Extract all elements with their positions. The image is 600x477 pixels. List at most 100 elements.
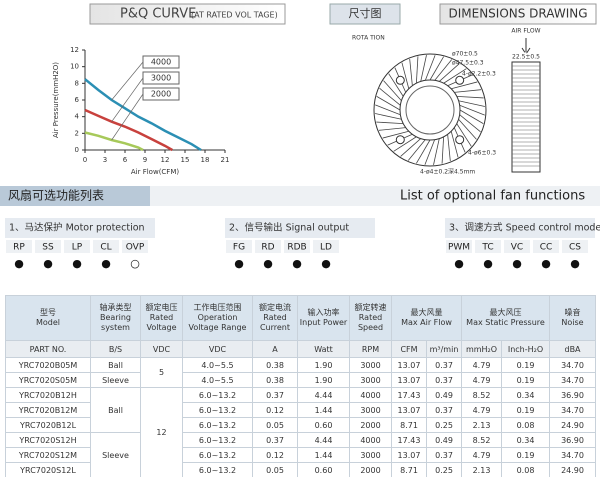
y-tick-label: 8 (75, 79, 79, 87)
header-cell: 工作电压范围 Operation Voltage Range (182, 295, 253, 341)
spec-table: 型号 Model 轴承类型 Bearing system 额定电压 Rated Volta… (5, 295, 597, 477)
leader-line (111, 61, 144, 101)
code: TC (481, 243, 493, 253)
code: PWM (448, 243, 470, 253)
cell: 0.37 (252, 432, 298, 448)
curve (84, 108, 173, 152)
cell: 4.79 (461, 402, 502, 418)
cell: 24.90 (549, 417, 597, 433)
curve (84, 78, 202, 152)
header-en: Model (35, 318, 61, 327)
cell: 0.37 (426, 402, 462, 418)
cell: 0.19 (500, 357, 551, 373)
cell: 1.44 (297, 447, 350, 463)
cell: 4.44 (297, 432, 350, 448)
code-bg (35, 240, 61, 253)
header-en: Max Static Pressure (466, 318, 545, 327)
blade (383, 80, 402, 101)
cell: 17.43 (391, 432, 427, 448)
blade (439, 63, 460, 82)
dim-label: AIR FLOW (511, 28, 540, 35)
chart-subtitle: (AT RATED VOL TAGE) (191, 11, 278, 20)
cell: 8.52 (461, 432, 502, 448)
cell: 36.90 (549, 387, 597, 403)
fins (512, 65, 540, 167)
header-cell: 额定电压 Rated Voltage (140, 295, 183, 341)
blade (458, 100, 485, 107)
blade (388, 73, 404, 97)
cell: 0.08 (500, 417, 551, 433)
blade (393, 136, 417, 152)
code-bg (255, 240, 281, 253)
header-zh: 噪音 (564, 308, 581, 317)
code: RD (261, 243, 274, 253)
blade (441, 136, 445, 164)
cell: 0.38 (252, 372, 298, 388)
blade (378, 127, 406, 131)
arrow-head (521, 47, 531, 55)
y-tick-label: 0 (75, 146, 79, 154)
mark: ● (483, 257, 493, 270)
units-row: PART NO. B/S VDC VDC A Watt RPM CFM m³/min mmH₂O I… (5, 340, 597, 358)
header-zh: 工作电压范围 (193, 303, 242, 312)
mark: ● (321, 257, 331, 270)
dim-label: 4-ø2.2±0.3 (462, 71, 496, 78)
header-en: Rated Current (259, 313, 291, 332)
cell: 0.25 (426, 462, 462, 477)
data-row: YRC7020B12H Ball 12 6.0~13.2 0.37 4.44 4000 17.… (5, 387, 597, 477)
cell: 6.0~13.2 (182, 447, 253, 463)
code-bg (226, 240, 252, 253)
x-axis-label: Air Flow(CFM) (131, 168, 180, 176)
cell: 0.19 (500, 372, 551, 388)
cell: 3000 (349, 402, 392, 418)
header-zh: 轴承类型 (99, 303, 132, 312)
cell: 1.90 (297, 357, 350, 373)
y-tick-label: 10 (70, 63, 79, 71)
legend-box (142, 87, 180, 101)
cell: 0.12 (252, 447, 298, 463)
header-cell: 噪音 Noise (549, 295, 597, 341)
blade (456, 95, 484, 99)
functions-title-en: List of optional fan functions (400, 189, 585, 204)
unit-cell: m³/min (426, 340, 462, 358)
title-box (89, 3, 286, 25)
cell: 0.19 (500, 402, 551, 418)
cell: 12 (140, 387, 183, 477)
unit-cell: PART NO. (5, 340, 91, 358)
mark: ● (454, 257, 464, 270)
x-tick-label: 18 (201, 156, 210, 164)
code-bg (446, 240, 472, 253)
x-tick-label: 9 (143, 156, 147, 164)
mark: ● (234, 257, 244, 270)
cell: 0.60 (297, 462, 350, 477)
unit-cell: RPM (349, 340, 392, 358)
mark: ● (292, 257, 302, 270)
blade (447, 134, 451, 162)
cell: 34.70 (549, 372, 597, 388)
blade (443, 68, 467, 84)
cell: 13.07 (391, 447, 427, 463)
side-view (511, 61, 541, 173)
cell: 5 (140, 357, 183, 388)
legend-box (142, 71, 180, 85)
cell: 2.13 (461, 462, 502, 477)
dim-label: 22.5±0.5 (512, 54, 540, 61)
cell: Ball (90, 357, 141, 373)
dim-label: 4-ø4±0.2深4.5mm (420, 168, 475, 176)
blade (375, 104, 401, 116)
group-title-bg (445, 218, 595, 238)
code-bg (562, 240, 588, 253)
cell: YRC7020S12H (5, 432, 91, 448)
blade (424, 55, 436, 81)
cell: 6.0~13.2 (182, 402, 253, 418)
cell: YRC7020B12L (5, 417, 91, 433)
y-tick-label: 2 (75, 129, 79, 137)
header-en: Bearing system (100, 313, 131, 332)
code-bg (64, 240, 90, 253)
legend-label: 3000 (151, 74, 171, 83)
group-title: 3、调速方式 Speed control model (449, 222, 600, 234)
unit-cell: B/S (90, 340, 141, 358)
cell: 6.0~13.2 (182, 417, 253, 433)
cell: YRC7020S05M (5, 372, 91, 388)
cell: 0.05 (252, 462, 298, 477)
